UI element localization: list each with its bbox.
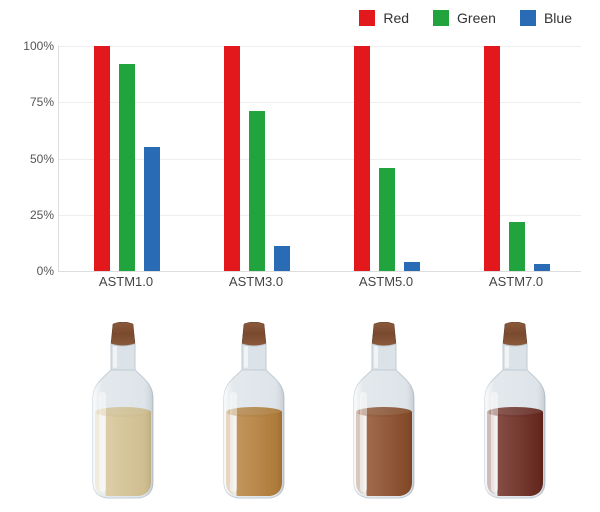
bottle-icon (204, 322, 304, 502)
x-tick-label: ASTM5.0 (359, 274, 413, 289)
bar-blue (144, 147, 160, 271)
y-tick-label: 75% (20, 95, 54, 109)
y-tick-label: 25% (20, 208, 54, 222)
bar-green (249, 111, 265, 271)
legend-label-green: Green (457, 10, 496, 26)
legend: Red Green Blue (359, 10, 572, 26)
bar-blue (404, 262, 420, 271)
x-tick-label: ASTM7.0 (489, 274, 543, 289)
bottle-row (58, 322, 580, 506)
bar-green (509, 222, 525, 272)
legend-item-blue: Blue (520, 10, 572, 26)
legend-label-blue: Blue (544, 10, 572, 26)
bar-blue (534, 264, 550, 271)
bottle-icon (73, 322, 173, 502)
legend-item-green: Green (433, 10, 496, 26)
legend-item-red: Red (359, 10, 409, 26)
bar-green (379, 168, 395, 272)
bar-red (224, 46, 240, 271)
bar-group (224, 46, 290, 271)
y-axis: 0%25%50%75%100% (20, 46, 58, 271)
bottle-icon (465, 322, 565, 502)
bar-red (354, 46, 370, 271)
legend-swatch-green (433, 10, 449, 26)
y-tick-label: 0% (20, 264, 54, 278)
bar-blue (274, 246, 290, 271)
bar-chart: 0%25%50%75%100% ASTM1.0ASTM3.0ASTM5.0AST… (20, 46, 580, 306)
y-tick-label: 50% (20, 152, 54, 166)
bottle (58, 322, 189, 506)
x-tick-label: ASTM3.0 (229, 274, 283, 289)
bar-green (119, 64, 135, 271)
bar-red (94, 46, 110, 271)
x-tick-label: ASTM1.0 (99, 274, 153, 289)
y-tick-label: 100% (20, 39, 54, 53)
bottle (189, 322, 320, 506)
bar-group (484, 46, 550, 271)
bar-red (484, 46, 500, 271)
legend-swatch-red (359, 10, 375, 26)
bar-group (354, 46, 420, 271)
bottle (319, 322, 450, 506)
bottle-icon (334, 322, 434, 502)
x-axis: ASTM1.0 ASTM3.0 ASTM5.0 ASTM7.0 (58, 274, 580, 298)
bottle (450, 322, 581, 506)
legend-swatch-blue (520, 10, 536, 26)
bar-group (94, 46, 160, 271)
chart-frame: Red Green Blue 0%25%50%75%100% ASTM1.0AS… (0, 0, 600, 512)
legend-label-red: Red (383, 10, 409, 26)
plot-area (58, 46, 581, 272)
